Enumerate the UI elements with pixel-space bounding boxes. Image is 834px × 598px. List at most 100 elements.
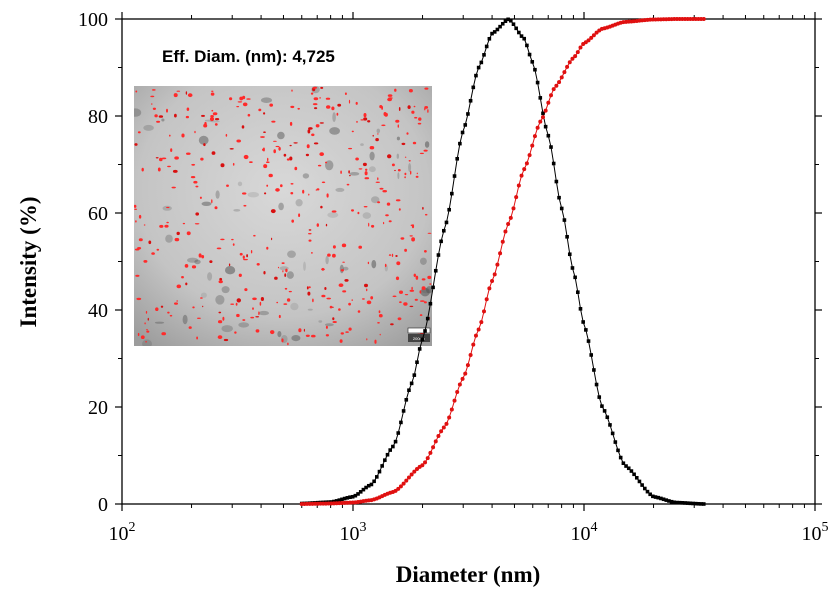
data-point-cumulative [441, 425, 446, 430]
red-particle [218, 280, 223, 284]
data-point-distribution [340, 497, 344, 502]
red-particle [274, 276, 278, 280]
data-point-cumulative [586, 38, 591, 43]
red-particle [298, 213, 301, 217]
data-point-distribution [350, 494, 355, 499]
data-point-distribution [466, 112, 470, 116]
red-particle [367, 120, 371, 123]
red-particle [134, 143, 138, 146]
red-particle [327, 253, 331, 257]
red-particle [242, 192, 247, 195]
data-point-distribution [527, 52, 532, 57]
red-particle [247, 113, 251, 117]
red-particle [271, 237, 273, 241]
red-particle [209, 116, 215, 122]
red-particle [398, 107, 401, 111]
red-particle [225, 133, 228, 137]
red-particle [338, 283, 344, 288]
red-particle [211, 90, 214, 93]
data-point-distribution [643, 486, 647, 491]
red-particle [187, 93, 193, 98]
dark-spot [154, 321, 165, 324]
red-particle [332, 321, 337, 323]
red-particle [242, 255, 245, 259]
data-point-distribution [632, 472, 636, 477]
red-particle [266, 246, 269, 250]
red-particle [344, 279, 349, 282]
red-particle [235, 302, 238, 306]
red-particle [297, 107, 301, 110]
red-particle [387, 94, 393, 97]
red-particle [412, 141, 417, 145]
data-point-distribution [567, 252, 572, 257]
red-particle [176, 300, 179, 302]
red-particle [355, 101, 358, 105]
data-point-cumulative [549, 93, 554, 98]
red-particle [137, 247, 142, 250]
red-particle [191, 163, 196, 166]
red-particle [366, 300, 372, 305]
dark-spot [194, 259, 201, 265]
red-particle [399, 290, 403, 294]
y-tick-label: 100 [78, 9, 108, 31]
red-particle [357, 211, 360, 215]
data-point-distribution [423, 329, 427, 333]
data-point-distribution [495, 27, 500, 32]
data-point-cumulative [428, 450, 433, 455]
red-particle [273, 149, 277, 154]
dark-spot [215, 190, 220, 199]
data-point-cumulative [406, 475, 411, 480]
red-particle [232, 243, 235, 246]
data-point-distribution [637, 479, 642, 484]
data-point-distribution [439, 239, 443, 244]
red-particle [174, 113, 177, 118]
red-particle [239, 96, 244, 101]
red-particle [311, 252, 313, 254]
red-particle [332, 245, 336, 249]
red-particle [231, 238, 234, 241]
data-point-cumulative [551, 87, 556, 92]
dark-spot [295, 199, 303, 207]
dark-spot [187, 257, 199, 263]
red-particle [377, 133, 379, 135]
red-particle [260, 297, 264, 301]
red-particle [360, 119, 365, 121]
red-particle [198, 253, 202, 258]
red-particle [188, 326, 192, 329]
red-particle [321, 267, 325, 271]
red-particle [217, 335, 223, 339]
red-particle [289, 144, 292, 147]
data-point-cumulative [436, 433, 441, 438]
data-point-distribution [484, 44, 489, 49]
dark-spot [134, 108, 142, 117]
red-particle [413, 273, 416, 277]
red-particle [421, 286, 426, 291]
red-particle [351, 209, 354, 212]
data-point-cumulative [492, 272, 497, 277]
data-point-distribution [551, 161, 556, 166]
red-particle [363, 113, 367, 118]
red-particle [392, 295, 397, 298]
data-point-cumulative [433, 439, 438, 444]
data-point-distribution [361, 487, 366, 492]
data-point-distribution [664, 498, 669, 502]
red-particle [216, 247, 222, 250]
red-particle [399, 301, 402, 304]
red-particle [325, 97, 331, 100]
dark-spot [325, 255, 329, 265]
red-particle [266, 184, 269, 187]
data-point-distribution [699, 502, 703, 506]
red-particle [201, 114, 205, 117]
red-particle [195, 185, 199, 188]
data-point-distribution [640, 483, 644, 487]
data-point-distribution [602, 409, 607, 413]
dark-spot [325, 323, 334, 327]
red-particle [379, 105, 383, 109]
red-particle [278, 314, 281, 319]
data-point-distribution [661, 497, 666, 502]
data-point-cumulative [503, 229, 508, 234]
red-particle [284, 287, 288, 290]
data-point-distribution [433, 268, 438, 273]
red-particle [429, 283, 432, 285]
effective-diameter-annotation: Eff. Diam. (nm): 4,725 [162, 47, 335, 66]
